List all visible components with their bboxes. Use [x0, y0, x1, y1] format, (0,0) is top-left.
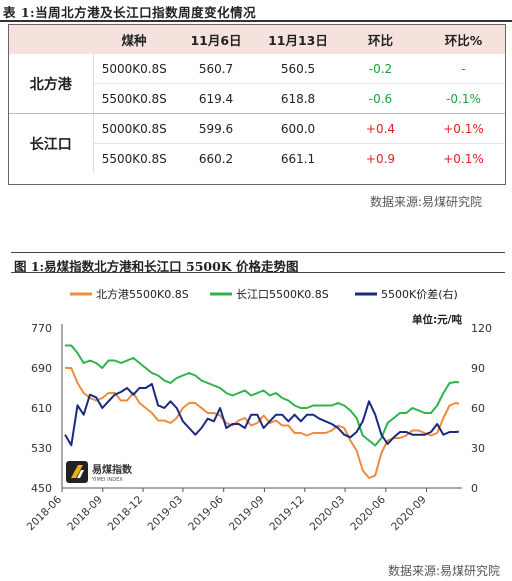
- logo-text: 易煤指数: [92, 463, 133, 476]
- legend-label-2: 5500K价差(右): [381, 287, 458, 301]
- y-left-tick-label: 690: [31, 362, 52, 375]
- table-title: 表 1:当周北方港及长江口指数周度变化情况: [3, 5, 257, 20]
- change-cell: -0.6: [339, 83, 422, 114]
- week1-cell: 619.4: [175, 83, 257, 114]
- y-left-tick-label: 530: [31, 442, 52, 455]
- yimei-logo: 易煤指数 YIMEI INDEX: [66, 461, 150, 483]
- table-frame: [8, 24, 506, 185]
- x-tick-label: 2018-12: [106, 494, 146, 534]
- y-left-tick-label: 770: [31, 322, 52, 335]
- table-row: 长江口 5000K0.8S 599.6 600.0 +0.4 +0.1%: [9, 113, 505, 173]
- series-line-2: [64, 383, 460, 447]
- x-tick-label: 2020-09: [389, 494, 429, 534]
- header-week2: 11月13日: [257, 25, 339, 54]
- logo-subtext: YIMEI INDEX: [91, 477, 123, 483]
- header-week1: 11月6日: [175, 25, 257, 54]
- change-pct-cell: +0.1%: [422, 113, 505, 144]
- week1-cell: 599.6: [175, 113, 257, 144]
- change-pct-cell: +0.1%: [443, 151, 484, 166]
- series-line-0: [65, 367, 460, 479]
- price-change-table: 煤种 11月6日 11月13日 环比 环比% 北方港 5000K0.8S 560…: [9, 25, 505, 173]
- coal-cell: 5500K0.8S: [101, 151, 167, 166]
- logo-mark-icon: 易煤指数 YIMEI INDEX: [66, 461, 133, 483]
- table-row: 5500K0.8S 660.2 661.1 +0.9 +0.1%: [9, 144, 505, 174]
- week2-cell: 560.5: [257, 54, 339, 84]
- header-change: 环比: [339, 25, 422, 54]
- change-cell: +0.4: [339, 113, 422, 144]
- series-line-1: [65, 344, 460, 447]
- legend-label-1: 长江口5500K0.8S: [236, 288, 329, 301]
- y-right-tick-label: 90: [471, 362, 485, 375]
- change-cell: -0.2: [339, 54, 422, 84]
- price-trend-chart: 北方港5500K0.8S 长江口5500K0.8S 5500K价差(右) 单位:元/吨…: [25, 287, 492, 534]
- x-tick-label: 2020-03: [308, 494, 348, 534]
- y-right-tick-label: 0: [471, 482, 478, 495]
- coal-cell: 5000K0.8S: [93, 54, 175, 84]
- x-tick-label: 2019-03: [146, 494, 186, 534]
- header-change-pct: 环比%: [422, 25, 505, 54]
- y-right-tick-label: 30: [471, 442, 485, 455]
- port-yangtze: 长江口: [9, 113, 94, 173]
- chart-title-rule-bottom: [11, 272, 505, 273]
- change-cell: +0.9: [365, 151, 396, 166]
- week1-cell: 560.7: [175, 54, 257, 84]
- table-row: 5500K0.8S 619.4 618.8 -0.6 -0.1%: [9, 83, 505, 114]
- x-tick-label: 2019-06: [186, 493, 226, 533]
- chart-source: 数据来源:易煤研究院: [387, 564, 500, 578]
- week2-cell: 661.1: [280, 151, 316, 166]
- x-tick-label: 2019-09: [227, 494, 267, 534]
- y-right-tick-label: 120: [471, 322, 492, 335]
- unit-label: 单位:元/吨: [412, 313, 463, 326]
- table-header-row: 煤种 11月6日 11月13日 环比 环比%: [9, 25, 505, 54]
- legend-label-0: 北方港5500K0.8S: [96, 287, 189, 301]
- change-pct-cell: -: [422, 54, 505, 84]
- header-coal: 煤种: [93, 25, 175, 54]
- x-tick-label: 2020-06: [348, 493, 388, 533]
- week2-cell: 600.0: [257, 113, 339, 144]
- header-port: [9, 25, 93, 54]
- x-tick-label: 2018-06: [25, 493, 65, 533]
- y-left-tick-label: 610: [31, 402, 52, 415]
- coal-cell: 5500K0.8S: [93, 83, 175, 114]
- table-row: 北方港 5000K0.8S 560.7 560.5 -0.2 -: [9, 54, 505, 114]
- port-north: 北方港: [9, 54, 94, 114]
- x-tick-label: 2018-09: [65, 494, 105, 534]
- week2-cell: 618.8: [257, 83, 339, 114]
- coal-cell: 5000K0.8S: [93, 113, 175, 144]
- week1-cell: 660.2: [198, 151, 234, 166]
- chart-title: 图 1:易煤指数北方港和长江口 5500K 价格走势图: [14, 259, 299, 274]
- y-left-tick-label: 450: [31, 482, 52, 495]
- x-tick-label: 2019-12: [267, 494, 307, 534]
- chart-title-rule-top: [11, 252, 505, 253]
- y-right-tick-label: 60: [471, 402, 485, 415]
- table-source: 数据来源:易煤研究院: [369, 195, 482, 209]
- change-pct-cell: -0.1%: [422, 83, 505, 114]
- table-title-rule: [0, 20, 512, 22]
